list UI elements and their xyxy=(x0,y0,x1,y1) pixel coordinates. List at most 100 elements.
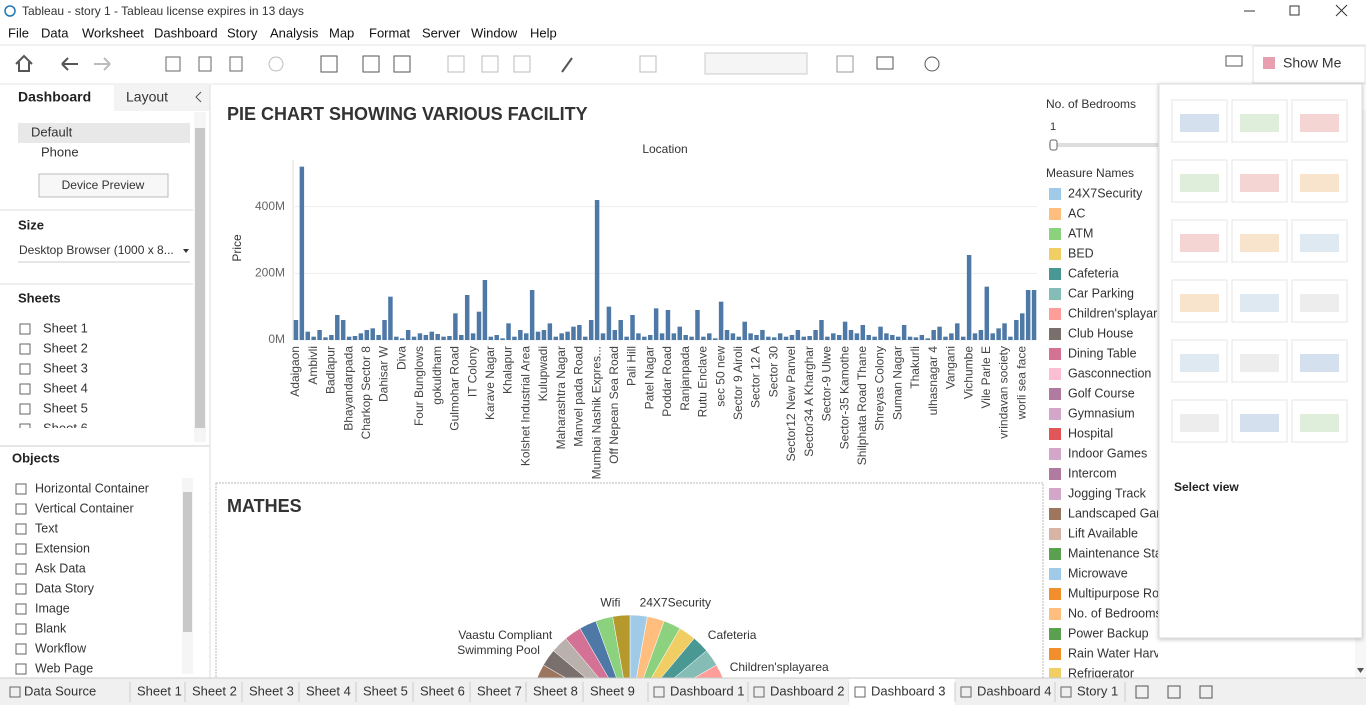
menu-item[interactable]: Help xyxy=(530,25,557,40)
scrollbar-thumb[interactable] xyxy=(195,128,205,428)
legend-item[interactable]: Maintenance Sta xyxy=(1068,546,1162,560)
object-item[interactable]: Vertical Container xyxy=(35,501,134,515)
panel-tab[interactable]: Dashboard xyxy=(18,89,91,105)
legend-swatch[interactable] xyxy=(1049,648,1061,660)
menu-item[interactable]: Map xyxy=(329,25,354,40)
object-item[interactable]: Extension xyxy=(35,541,90,555)
legend-swatch[interactable] xyxy=(1049,508,1061,520)
slider-track[interactable] xyxy=(1049,143,1159,147)
sort-asc-button[interactable] xyxy=(481,55,499,73)
device-preview-button[interactable] xyxy=(38,173,169,198)
legend-item[interactable]: Multipurpose Ro xyxy=(1068,586,1159,600)
legend-swatch[interactable] xyxy=(1049,528,1061,540)
refresh-button[interactable] xyxy=(268,56,284,72)
legend-item[interactable]: Club House xyxy=(1068,326,1133,340)
tab[interactable]: Dashboard 1 xyxy=(670,683,744,698)
device-option[interactable]: Default xyxy=(31,124,73,139)
tab[interactable]: Sheet 3 xyxy=(249,683,294,698)
sheet-item[interactable]: Sheet 5 xyxy=(43,400,88,415)
legend-item[interactable]: No. of Bedrooms xyxy=(1068,606,1162,620)
show-me-label[interactable]: Show Me xyxy=(1283,55,1342,71)
legend-item[interactable]: ATM xyxy=(1068,226,1093,240)
collapse-button[interactable] xyxy=(195,91,202,103)
legend-swatch[interactable] xyxy=(1049,408,1061,420)
size-value[interactable]: Desktop Browser (1000 x 8... xyxy=(19,243,174,257)
restore-button[interactable] xyxy=(1289,5,1300,16)
share-button[interactable] xyxy=(924,56,940,72)
object-item[interactable]: Image xyxy=(35,601,70,615)
highlight-button[interactable] xyxy=(561,57,573,73)
legend-swatch[interactable] xyxy=(1049,368,1061,380)
duplicate-button[interactable] xyxy=(362,55,380,73)
new-data-source-button[interactable] xyxy=(198,56,212,72)
menu-item[interactable]: Format xyxy=(369,25,411,40)
legend-item[interactable]: 24X7Security xyxy=(1068,186,1143,200)
presentation-button[interactable] xyxy=(876,56,894,70)
scrollbar-thumb[interactable] xyxy=(183,492,192,632)
menu-item[interactable]: File xyxy=(8,25,29,40)
sheet-item[interactable]: Sheet 2 xyxy=(43,340,88,355)
legend-swatch[interactable] xyxy=(1049,188,1061,200)
legend-swatch[interactable] xyxy=(1049,328,1061,340)
tab[interactable]: Data Source xyxy=(24,683,96,698)
legend-item[interactable]: Power Backup xyxy=(1068,626,1149,640)
device-option[interactable]: Phone xyxy=(41,144,79,159)
legend-item[interactable]: AC xyxy=(1068,206,1085,220)
sheet-item[interactable]: Sheet 3 xyxy=(43,360,88,375)
legend-swatch[interactable] xyxy=(1049,588,1061,600)
legend-item[interactable]: Landscaped Gar xyxy=(1068,506,1160,520)
legend-item[interactable]: Intercom xyxy=(1068,466,1117,480)
new-story-button[interactable] xyxy=(1199,685,1213,699)
legend-swatch[interactable] xyxy=(1049,308,1061,320)
tab[interactable]: Story 1 xyxy=(1077,683,1118,698)
panel-tab[interactable]: Layout xyxy=(126,89,168,105)
tab[interactable]: Sheet 9 xyxy=(590,683,635,698)
legend-item[interactable]: Cafeteria xyxy=(1068,266,1119,280)
close-button[interactable] xyxy=(1335,4,1348,17)
legend-item[interactable]: Lift Available xyxy=(1068,526,1138,540)
tab[interactable]: Sheet 7 xyxy=(477,683,522,698)
legend-swatch[interactable] xyxy=(1049,608,1061,620)
legend-item[interactable]: Gasconnection xyxy=(1068,366,1151,380)
sheet-item[interactable]: Sheet 6 xyxy=(43,420,88,435)
size-dropdown-arrow[interactable] xyxy=(183,249,189,253)
legend-item[interactable]: Rain Water Harve.. xyxy=(1068,646,1174,660)
legend-swatch[interactable] xyxy=(1049,228,1061,240)
save-button[interactable] xyxy=(165,56,181,72)
tab[interactable]: Sheet 8 xyxy=(533,683,578,698)
tab[interactable]: Dashboard 3 xyxy=(871,683,945,698)
legend-swatch[interactable] xyxy=(1049,488,1061,500)
tab[interactable]: Dashboard 2 xyxy=(770,683,844,698)
legend-swatch[interactable] xyxy=(1049,468,1061,480)
cards-button[interactable] xyxy=(836,55,854,73)
new-worksheet-button[interactable] xyxy=(320,55,338,73)
clear-button[interactable] xyxy=(393,55,411,73)
object-item[interactable]: Data Story xyxy=(35,581,95,595)
legend-swatch[interactable] xyxy=(1049,348,1061,360)
menu-item[interactable]: Story xyxy=(227,25,258,40)
undo-button[interactable] xyxy=(61,57,78,71)
legend-swatch[interactable] xyxy=(1049,208,1061,220)
legend-swatch[interactable] xyxy=(1049,628,1061,640)
menu-item[interactable]: Window xyxy=(471,25,518,40)
legend-item[interactable]: Car Parking xyxy=(1068,286,1134,300)
redo-button[interactable] xyxy=(94,57,111,71)
legend-item[interactable]: Refrigerator xyxy=(1068,666,1134,680)
slider-handle[interactable] xyxy=(1049,139,1058,151)
tab[interactable]: Sheet 1 xyxy=(137,683,182,698)
object-item[interactable]: Blank xyxy=(35,621,67,635)
swap-button[interactable] xyxy=(447,55,465,73)
device-preview-label[interactable]: Device Preview xyxy=(62,178,145,192)
legend-item[interactable]: Dining Table xyxy=(1068,346,1137,360)
sheet-item[interactable]: Sheet 4 xyxy=(43,380,88,395)
legend-item[interactable]: Microwave xyxy=(1068,566,1128,580)
home-button[interactable] xyxy=(15,54,33,72)
menu-item[interactable]: Worksheet xyxy=(82,25,144,40)
sort-desc-button[interactable] xyxy=(513,55,531,73)
legend-item[interactable]: Gymnasium xyxy=(1068,406,1135,420)
menu-item[interactable]: Server xyxy=(422,25,461,40)
legend-item[interactable]: BED xyxy=(1068,246,1094,260)
object-item[interactable]: Web Page xyxy=(35,661,93,675)
legend-swatch[interactable] xyxy=(1049,268,1061,280)
fit-dropdown[interactable] xyxy=(704,52,808,75)
